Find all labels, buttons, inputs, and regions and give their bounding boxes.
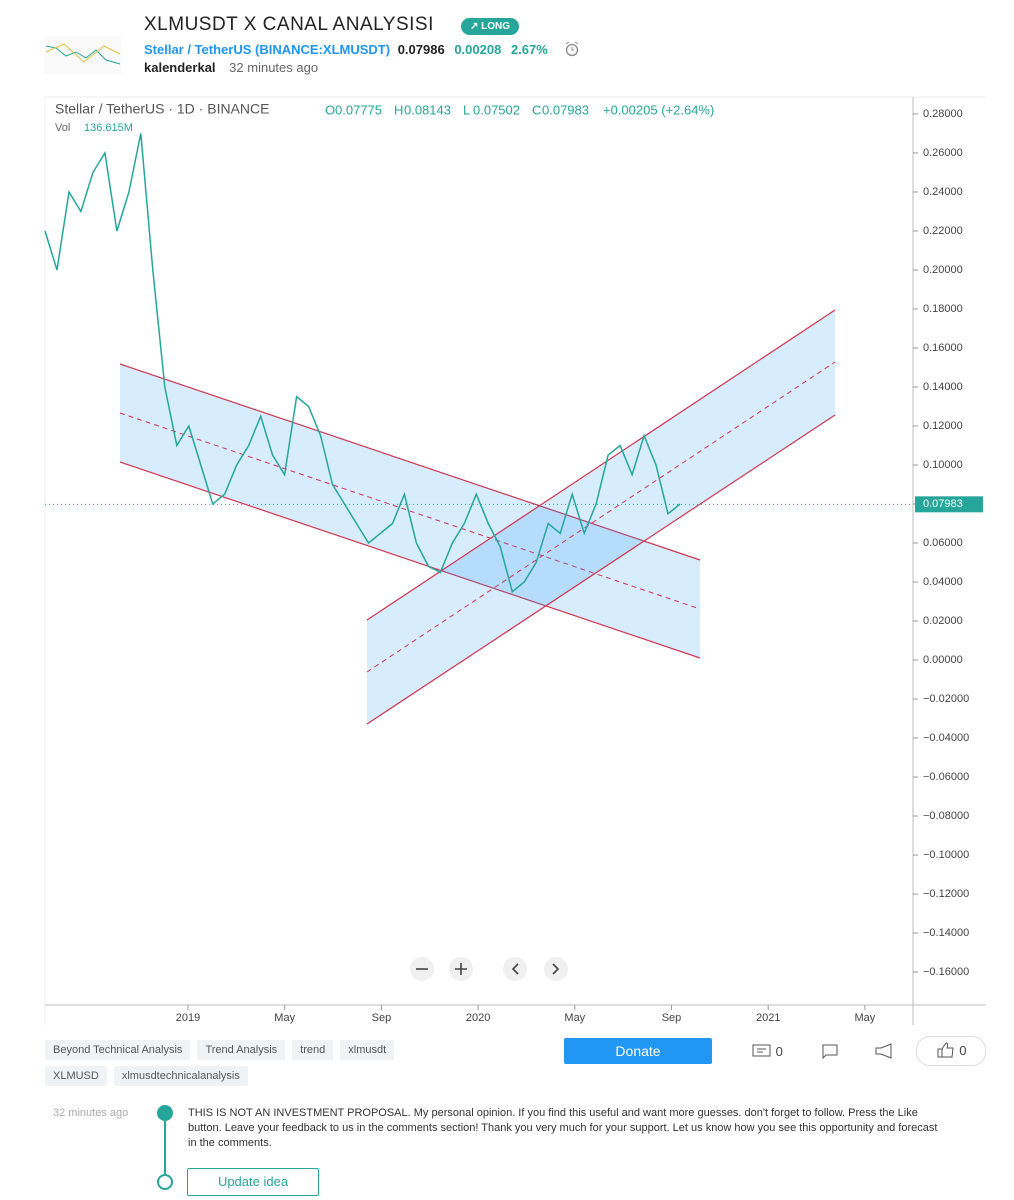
- share-icon[interactable]: [874, 1043, 896, 1059]
- y-tick-label: 0.06000: [923, 537, 963, 549]
- last-price-tag: [915, 496, 983, 513]
- x-tick-label: Sep: [662, 1012, 682, 1024]
- thumbnail: [44, 36, 122, 74]
- x-tick-label: 2019: [176, 1012, 200, 1024]
- like-button[interactable]: 0: [916, 1036, 986, 1066]
- like-count: 0: [959, 1043, 967, 1058]
- alarm-icon[interactable]: [563, 41, 583, 57]
- volume-value: 136.615M: [84, 122, 133, 134]
- y-tick-label: 0.04000: [923, 576, 963, 588]
- scroll-right[interactable]: [544, 957, 568, 981]
- y-tick-label: 0.24000: [923, 186, 963, 198]
- price-line: [44, 133, 681, 594]
- y-tick-label: 0.26000: [923, 147, 963, 159]
- y-tick-label: 0.02000: [923, 615, 963, 627]
- x-tick-label: May: [855, 1012, 876, 1024]
- y-tick-label: 0.28000: [923, 108, 963, 120]
- ohlc-label: O: [325, 102, 335, 117]
- x-tick-label: 2020: [466, 1012, 490, 1024]
- ohlc-value: 0.07775: [335, 102, 382, 117]
- author-line: kalenderkal 32 minutes ago: [144, 60, 318, 75]
- y-tick-label: −0.02000: [923, 693, 969, 705]
- like-icon: [937, 1042, 954, 1058]
- author[interactable]: kalenderkal: [144, 60, 216, 75]
- update-button[interactable]: Update idea: [187, 1168, 319, 1196]
- y-tick-label: −0.14000: [923, 927, 969, 939]
- ohlc-value: 0.07983: [542, 102, 589, 117]
- y-tick-label: −0.16000: [923, 966, 969, 978]
- y-tick-label: −0.12000: [923, 888, 969, 900]
- y-tick-label: 0.00000: [923, 654, 963, 666]
- y-tick-label: 0.16000: [923, 342, 963, 354]
- symbol-line: Stellar / TetherUS (BINANCE:XLMUSDT) 0.0…: [144, 41, 583, 57]
- channel-up: [366, 309, 836, 725]
- timeline: [157, 1105, 173, 1190]
- ohlc-label: H: [394, 102, 403, 117]
- y-tick-label: −0.10000: [923, 849, 969, 861]
- tag[interactable]: XLMUSD: [45, 1066, 107, 1086]
- idea-title: XLMUSDT X CANAL ANALYSISI: [144, 14, 434, 35]
- long-badge: ↗ LONG: [461, 18, 520, 35]
- y-tick-label: 0.22000: [923, 225, 963, 237]
- change-pct: 2.67%: [510, 42, 548, 57]
- y-tick-label: −0.04000: [923, 732, 969, 744]
- y-tick-label: 0.12000: [923, 420, 963, 432]
- last-price-label: 0.07983: [923, 498, 963, 510]
- x-tick-label: May: [274, 1012, 295, 1024]
- donate-button[interactable]: Donate: [564, 1038, 712, 1064]
- bookmark-icon[interactable]: [821, 1043, 839, 1059]
- ohlc-change: +0.00205 (+2.64%): [603, 102, 714, 117]
- y-tick-label: 0.10000: [923, 459, 963, 471]
- x-tick-label: 2021: [756, 1012, 780, 1024]
- chart: Stellar / TetherUS · 1D · BINANCE O 0.077…: [44, 96, 986, 1025]
- y-tick-label: −0.06000: [923, 771, 969, 783]
- change: 0.00208: [454, 42, 502, 57]
- ohlc-value: 0.07502: [473, 102, 520, 117]
- tag[interactable]: xlmusdt: [340, 1040, 395, 1060]
- chart-legend-title: Stellar / TetherUS · 1D · BINANCE: [55, 101, 269, 117]
- tag[interactable]: Beyond Technical Analysis: [45, 1040, 191, 1060]
- symbol-code[interactable]: (BINANCE:XLMUSDT): [255, 42, 391, 57]
- ohlc-value: 0.08143: [404, 102, 451, 117]
- x-tick-label: May: [564, 1012, 585, 1024]
- time: 32 minutes ago: [229, 60, 319, 75]
- ohlc: O 0.07775 H 0.08143 L 0.07502 C 0.07983 +0.00205…: [325, 102, 714, 117]
- tag[interactable]: xlmusdtechnicalanalysis: [113, 1066, 248, 1086]
- update-text: THIS IS NOT AN INVESTMENT PROPOSAL. My p…: [188, 1107, 938, 1149]
- price: 0.07986: [397, 42, 445, 57]
- tags: Beyond Technical Analysis Trend Analysis t…: [45, 1040, 465, 1092]
- ohlc-label: L: [463, 102, 470, 117]
- comment-icon: [752, 1044, 771, 1057]
- tag[interactable]: Trend Analysis: [197, 1040, 286, 1060]
- y-tick-label: 0.14000: [923, 381, 963, 393]
- x-tick-label: Sep: [372, 1012, 392, 1024]
- update-time: 32 minutes ago: [53, 1107, 129, 1119]
- y-tick-label: −0.08000: [923, 810, 969, 822]
- tag[interactable]: trend: [292, 1040, 334, 1060]
- symbol-name[interactable]: Stellar / TetherUS: [144, 42, 252, 57]
- y-tick-label: 0.18000: [923, 303, 963, 315]
- zoom-controls: [410, 957, 568, 981]
- comment-count: 0: [775, 1044, 783, 1059]
- y-tick-label: 0.20000: [923, 264, 963, 276]
- comments[interactable]: 0: [752, 1044, 783, 1059]
- volume-label: Vol: [55, 122, 70, 134]
- ohlc-label: C: [532, 102, 541, 117]
- scroll-left[interactable]: [503, 957, 527, 981]
- channel-down: [119, 363, 701, 659]
